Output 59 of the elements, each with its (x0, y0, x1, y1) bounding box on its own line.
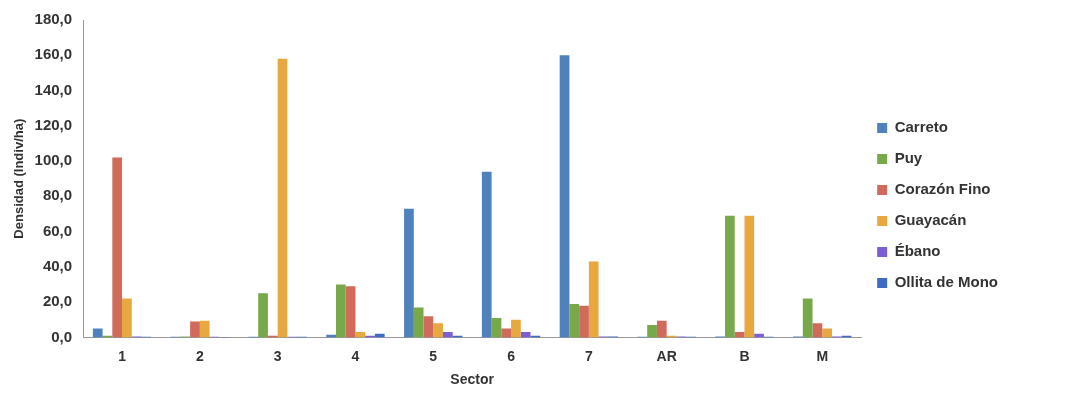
bar (744, 215, 755, 338)
bar (491, 318, 502, 338)
y-tick-label: 60,0 (42, 221, 73, 239)
x-axis-title: Sector (450, 371, 495, 388)
bar (802, 298, 813, 338)
x-tick-label: 3 (273, 347, 282, 364)
bar (423, 316, 434, 338)
bar (355, 332, 366, 338)
y-tick-label: 80,0 (42, 186, 73, 204)
x-tick-label: 5 (429, 347, 438, 364)
x-tick-label: 1 (118, 347, 127, 364)
x-tick-label: AR (656, 347, 677, 364)
bar (501, 328, 512, 338)
bar (258, 293, 268, 338)
bar (345, 286, 356, 338)
bar (404, 208, 414, 338)
legend-label: Ébano (894, 242, 941, 260)
bar (112, 157, 123, 338)
y-tick-label: 100,0 (34, 151, 73, 169)
x-tick-label: B (739, 347, 750, 364)
bar (481, 171, 492, 338)
bar (199, 320, 210, 338)
legend-label: Guayacán (894, 211, 967, 229)
bar (520, 332, 531, 338)
y-tick-label: 20,0 (42, 292, 73, 310)
bar (413, 307, 424, 338)
legend-label: Ollita de Mono (894, 273, 999, 291)
bar (588, 261, 599, 338)
bar (433, 323, 443, 338)
y-tick-label: 160,0 (34, 45, 73, 63)
y-tick-label: 180,0 (34, 10, 73, 28)
bar (569, 303, 580, 338)
x-tick-label: 2 (195, 347, 204, 364)
legend-label: Carreto (894, 118, 949, 136)
y-tick-label: 120,0 (34, 115, 73, 133)
legend-label: Corazón Fino (894, 180, 991, 198)
bar (277, 58, 288, 338)
y-tick-label: 0,0 (51, 327, 73, 345)
bar (336, 284, 346, 338)
bar (579, 305, 589, 338)
bar (656, 320, 667, 338)
bar (647, 325, 657, 338)
x-tick-label: 4 (351, 347, 360, 364)
y-tick-label: 140,0 (34, 80, 73, 98)
bar (122, 298, 132, 338)
y-axis-title: Densidad (Indiv/ha) (11, 118, 27, 239)
bar (822, 328, 832, 338)
x-tick-label: M (816, 347, 829, 364)
bar (559, 55, 570, 338)
bar (190, 321, 200, 338)
legend-label: Puy (894, 149, 923, 167)
bar (92, 328, 103, 338)
x-tick-label: 6 (507, 347, 516, 364)
bar (725, 215, 735, 338)
bar (442, 332, 453, 338)
bar (511, 319, 521, 338)
x-tick-label: 7 (584, 347, 593, 364)
y-tick-label: 40,0 (42, 257, 73, 275)
bar (812, 323, 823, 338)
